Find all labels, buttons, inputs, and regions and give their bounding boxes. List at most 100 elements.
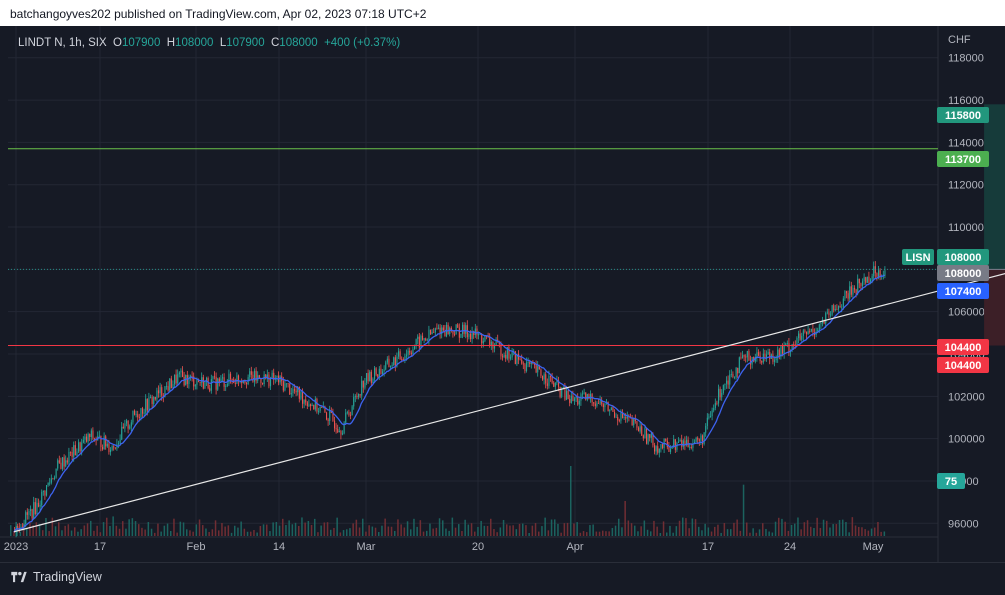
candle-body	[423, 338, 425, 340]
candle-body	[570, 395, 572, 403]
candle-body	[561, 389, 563, 397]
candle	[338, 426, 340, 433]
volume-bar	[515, 529, 518, 536]
candle	[876, 272, 878, 281]
candle-body	[599, 400, 601, 404]
candle-body	[140, 408, 142, 418]
candle	[830, 311, 832, 318]
candle	[780, 344, 782, 360]
candle-body	[833, 305, 835, 311]
volume-bar	[86, 523, 89, 536]
candle-body	[450, 327, 452, 331]
candle	[148, 392, 150, 413]
volume-bar	[202, 525, 204, 536]
candle-body	[654, 445, 656, 452]
volume-bar	[211, 529, 214, 536]
volume-bar	[282, 518, 284, 536]
volume-bar	[598, 531, 601, 536]
candle	[692, 438, 694, 452]
chart-panel[interactable]: 118000 116000 114000 112000 110000 108000 1060…	[0, 26, 1005, 562]
candle-body	[823, 319, 825, 324]
candle	[566, 387, 568, 401]
candle-body	[799, 333, 801, 340]
y-tick-label: 106000	[948, 307, 985, 319]
candle	[746, 350, 748, 363]
volume-bar	[755, 532, 758, 536]
candle	[681, 434, 683, 451]
candle-body	[255, 370, 257, 381]
candle	[356, 392, 358, 400]
candle-body	[314, 398, 316, 410]
candle-body	[26, 512, 28, 515]
candle	[850, 281, 852, 298]
price-label-group: 115800	[937, 107, 989, 123]
candle-body	[662, 444, 664, 448]
candle-body	[490, 341, 492, 346]
candle-body	[518, 353, 520, 360]
volume-bar	[163, 525, 166, 536]
tradingview-logo[interactable]: TradingView	[10, 570, 102, 584]
y-tick-label: 100000	[948, 434, 985, 446]
price-label-group: 104400	[937, 357, 989, 373]
candle-body	[209, 388, 211, 391]
candle	[58, 455, 60, 464]
candle-body	[118, 443, 120, 445]
candle-body	[468, 333, 470, 338]
volume-bar	[438, 518, 441, 536]
volume-bar	[854, 525, 857, 536]
price-label-text: 108000	[945, 268, 982, 280]
volume-bar	[794, 523, 796, 536]
volume-bar	[790, 524, 793, 536]
candle-body	[596, 403, 598, 406]
candle	[86, 433, 88, 443]
candle-body	[434, 328, 436, 333]
volume-bar	[342, 530, 345, 536]
volume-bar	[26, 528, 28, 536]
candle-body	[482, 341, 484, 344]
candle-body	[188, 376, 190, 384]
candle	[151, 394, 153, 409]
volume-bar	[566, 522, 569, 536]
candle-body	[670, 448, 672, 452]
volume-bar	[538, 531, 540, 536]
candle	[76, 448, 78, 458]
candle	[441, 324, 443, 339]
candle	[609, 409, 611, 416]
candle-body	[494, 344, 496, 349]
candle-body	[81, 442, 83, 452]
candle	[199, 381, 201, 386]
x-tick-label: 2023	[4, 541, 28, 553]
candle-body	[153, 396, 155, 404]
candle	[202, 374, 204, 390]
volume-bar	[883, 531, 886, 536]
candle	[47, 482, 49, 487]
candle	[730, 369, 732, 378]
candle	[601, 397, 603, 407]
volume-bar	[582, 531, 585, 536]
candle	[30, 505, 32, 517]
candle-body	[399, 351, 401, 360]
candle-body	[258, 375, 260, 379]
price-chart[interactable]: 118000 116000 114000 112000 110000 108000 1060…	[0, 26, 1005, 562]
candle-body	[418, 336, 420, 348]
candle-body	[846, 291, 848, 294]
candle	[266, 369, 268, 383]
candle-body	[310, 404, 312, 407]
candle	[346, 410, 348, 415]
candle-body	[657, 446, 659, 453]
candle-body	[270, 377, 272, 387]
candle-body	[526, 362, 528, 372]
candle-body	[215, 377, 217, 390]
candle-body	[604, 403, 606, 408]
candle	[175, 369, 177, 386]
candle-body	[382, 371, 384, 374]
volume-bar	[128, 519, 130, 536]
candle-body	[839, 306, 841, 308]
candle-body	[148, 397, 150, 411]
candle-body	[726, 380, 728, 384]
candle-body	[143, 412, 145, 414]
candle-body	[610, 407, 612, 411]
candle-body	[254, 370, 256, 382]
candle-body	[878, 270, 880, 277]
candle-body	[703, 432, 705, 444]
